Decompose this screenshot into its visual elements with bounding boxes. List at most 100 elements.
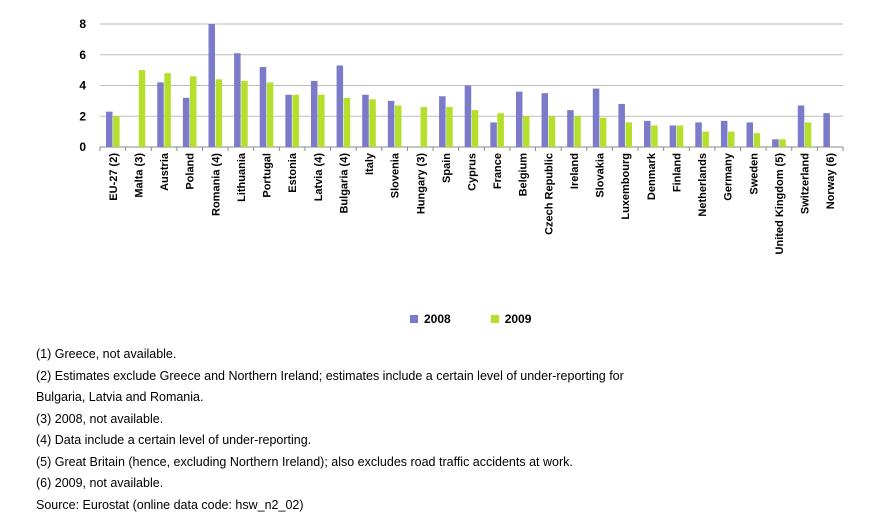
x-tick-label: Latvia (4) bbox=[313, 153, 325, 202]
x-tick-label: Switzerland bbox=[800, 153, 812, 214]
legend-label-2008: 2008 bbox=[424, 312, 451, 326]
x-tick-label: Lithuania bbox=[236, 152, 248, 202]
x-tick-label: Portugal bbox=[262, 153, 274, 198]
bar-2008-ireland bbox=[567, 110, 574, 147]
bar-2009-sweden bbox=[753, 133, 761, 147]
x-tick-label: Austria bbox=[159, 152, 171, 191]
bar-2008-portugal bbox=[259, 67, 267, 147]
bar-2009-lithuania bbox=[241, 80, 248, 147]
bar-2008-belgium bbox=[515, 91, 523, 147]
bar-2008-germany bbox=[720, 120, 728, 147]
legend-item-2008: 2008 bbox=[410, 312, 451, 326]
bar-2009-poland bbox=[189, 76, 197, 147]
y-axis-ticks: 0 2 4 6 8 bbox=[79, 17, 86, 154]
footnote-5: (5) Great Britain (hence, excluding Nort… bbox=[36, 454, 573, 469]
footnote-1: (1) Greece, not available. bbox=[36, 347, 177, 361]
bar-2009-germany bbox=[728, 131, 735, 147]
bar-2008-finland bbox=[669, 125, 677, 147]
bar-2009-luxembourg bbox=[625, 122, 633, 147]
bar-2009-cyprus bbox=[471, 110, 479, 147]
bar-2008-norway-6 bbox=[823, 113, 830, 147]
bar-2008-austria bbox=[157, 82, 164, 147]
bar-2008-france bbox=[490, 122, 497, 147]
x-tick-label: Malta (3) bbox=[133, 153, 145, 198]
y-tick-label: 4 bbox=[79, 79, 86, 93]
x-tick-label: Bulgaria (4) bbox=[338, 153, 350, 214]
bar-2008-lithuania bbox=[234, 53, 241, 147]
x-tick-label: Hungary (3) bbox=[415, 153, 427, 214]
bar-2009-latvia-4 bbox=[318, 94, 325, 147]
bar-2009-belgium bbox=[523, 116, 530, 147]
bar-2008-luxembourg bbox=[618, 103, 625, 147]
x-tick-label: Ireland bbox=[569, 153, 581, 189]
gridlines bbox=[100, 23, 843, 148]
footnotes: (1) Greece, not available. (2) Estimates… bbox=[36, 344, 856, 516]
legend-swatch-2008 bbox=[410, 315, 418, 323]
bar-2008-eu-27-2 bbox=[106, 111, 113, 147]
bar-2008-estonia bbox=[285, 94, 292, 147]
x-tick-label: Poland bbox=[185, 153, 197, 190]
y-tick-label: 0 bbox=[79, 140, 86, 154]
bar-chart: 0 2 4 6 8 EU-27 (2) Malta (3) Austria Poland Rom… bbox=[79, 17, 844, 255]
bar-2008-denmark bbox=[644, 120, 651, 147]
bar-2009-malta-3 bbox=[138, 70, 146, 147]
y-tick-label: 8 bbox=[79, 17, 86, 31]
bar-2009-ireland bbox=[574, 116, 581, 147]
bar-2008-italy bbox=[362, 94, 369, 147]
bars bbox=[106, 24, 830, 147]
x-tick-label: Netherlands bbox=[697, 153, 709, 217]
bar-2009-eu-27-2 bbox=[113, 116, 120, 147]
x-tick-label: France bbox=[492, 153, 504, 189]
footnote-3: (3) 2008, not available. bbox=[36, 411, 164, 426]
bar-2008-cyprus bbox=[464, 85, 472, 147]
x-tick-label: Spain bbox=[441, 153, 453, 183]
bar-2008-united-kingdom-5 bbox=[772, 139, 779, 147]
bar-2009-italy bbox=[369, 99, 376, 147]
bar-2008-romania-4 bbox=[208, 24, 215, 147]
x-tick-label: Italy bbox=[364, 152, 376, 175]
bar-2009-estonia bbox=[292, 94, 299, 147]
legend-swatch-2009 bbox=[490, 315, 499, 323]
bar-2009-hungary-3 bbox=[420, 107, 428, 147]
bar-2008-latvia-4 bbox=[310, 80, 318, 147]
bar-2008-spain bbox=[439, 96, 446, 147]
bar-2009-united-kingdom-5 bbox=[779, 139, 786, 147]
bar-2009-netherlands bbox=[702, 131, 709, 147]
bar-2008-czech-republic bbox=[541, 93, 549, 147]
footnote-4: (4) Data include a certain level of unde… bbox=[36, 433, 312, 447]
bar-2009-denmark bbox=[651, 125, 658, 147]
x-tick-label: Czech Republic bbox=[543, 153, 555, 235]
bar-2009-romania-4 bbox=[215, 79, 223, 147]
x-axis-ticks: EU-27 (2) Malta (3) Austria Poland Romania (… bbox=[99, 147, 844, 255]
x-tick-label: Slovenia bbox=[390, 152, 402, 198]
bar-2009-czech-republic bbox=[548, 116, 556, 147]
y-tick-label: 6 bbox=[79, 48, 86, 62]
bar-2008-slovakia bbox=[592, 88, 600, 147]
y-tick-label: 2 bbox=[79, 109, 86, 123]
source-note: Source: Eurostat (online data code: hsw_… bbox=[36, 497, 304, 512]
footnote-6: (6) 2009, not available. bbox=[36, 476, 164, 490]
legend: 2008 2009 bbox=[410, 312, 531, 326]
x-tick-label: Germany bbox=[723, 152, 735, 201]
bar-2009-switzerland bbox=[804, 122, 812, 147]
bar-2008-bulgaria-4 bbox=[336, 65, 344, 147]
x-tick-label: Slovakia bbox=[595, 152, 607, 198]
x-tick-label: Romania (4) bbox=[210, 153, 222, 216]
x-tick-label: Luxembourg bbox=[620, 153, 632, 220]
x-tick-label: Norway (6) bbox=[825, 153, 837, 210]
x-tick-label: Finland bbox=[671, 153, 683, 192]
x-tick-label: Cyprus bbox=[467, 153, 479, 191]
legend-item-2009: 2009 bbox=[490, 312, 531, 326]
x-tick-label: Belgium bbox=[518, 153, 530, 197]
bar-2008-slovenia bbox=[387, 100, 395, 147]
bar-2009-finland bbox=[676, 125, 684, 147]
bar-2009-slovenia bbox=[394, 105, 402, 147]
x-tick-label: EU-27 (2) bbox=[108, 153, 120, 201]
bar-2009-portugal bbox=[266, 82, 274, 147]
x-tick-label: United Kingdom (5) bbox=[774, 153, 786, 255]
footnote-2-continued: Bulgaria, Latvia and Romania. bbox=[36, 390, 204, 404]
footnote-2: (2) Estimates exclude Greece and Norther… bbox=[36, 368, 624, 383]
bar-2008-poland bbox=[182, 97, 190, 147]
x-tick-label: Estonia bbox=[287, 152, 299, 193]
bar-2009-france bbox=[497, 113, 504, 147]
